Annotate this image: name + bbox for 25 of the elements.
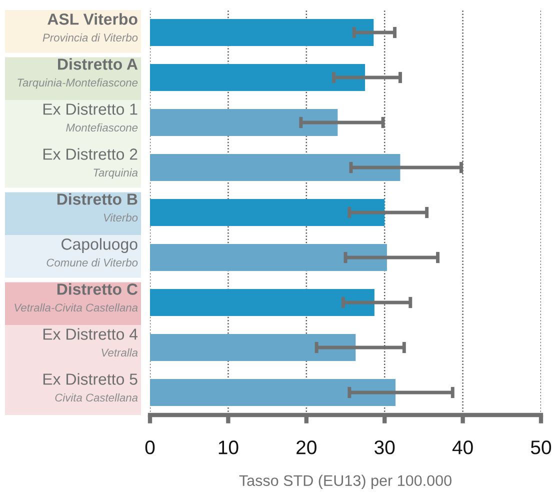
x-tick-label: 0 xyxy=(145,440,155,454)
y-tick-label: Distretto B Viterbo xyxy=(57,193,138,222)
y-tick-label: Distretto C Vetralla-Civita Castellana xyxy=(14,283,138,312)
y-tick-label: Ex Distretto 1 Montefiascone xyxy=(43,103,138,132)
x-tick-label: 30 xyxy=(374,440,395,454)
y-tick-label: Ex Distretto 4 Vetralla xyxy=(43,328,138,357)
bar xyxy=(150,19,374,46)
y-tick-label: Ex Distretto 5 Civita Castellana xyxy=(43,373,138,402)
y-tick-label: Ex Distretto 2 Tarquinia xyxy=(43,148,138,179)
bar xyxy=(150,289,374,316)
bar xyxy=(150,379,396,406)
x-tick-label: 50 xyxy=(530,440,552,454)
y-tick-label: ASL Viterbo Provincia di Viterbo xyxy=(42,13,138,42)
y-tick-label: Capoluogo Comune di Viterbo xyxy=(46,238,138,267)
bar xyxy=(150,199,385,226)
y-tick-label: Distretto A Tarquinia-Montefiascone xyxy=(18,58,138,89)
bar xyxy=(150,244,387,271)
x-tick-label: 10 xyxy=(218,440,238,454)
bar xyxy=(150,154,400,181)
x-tick-label: 20 xyxy=(296,440,316,454)
bar xyxy=(150,64,366,91)
bar xyxy=(150,109,338,136)
x-axis-title: Tasso STD (EU13) per 100.000 xyxy=(239,474,452,490)
x-tick-label: 40 xyxy=(452,440,473,454)
bar xyxy=(150,334,356,361)
